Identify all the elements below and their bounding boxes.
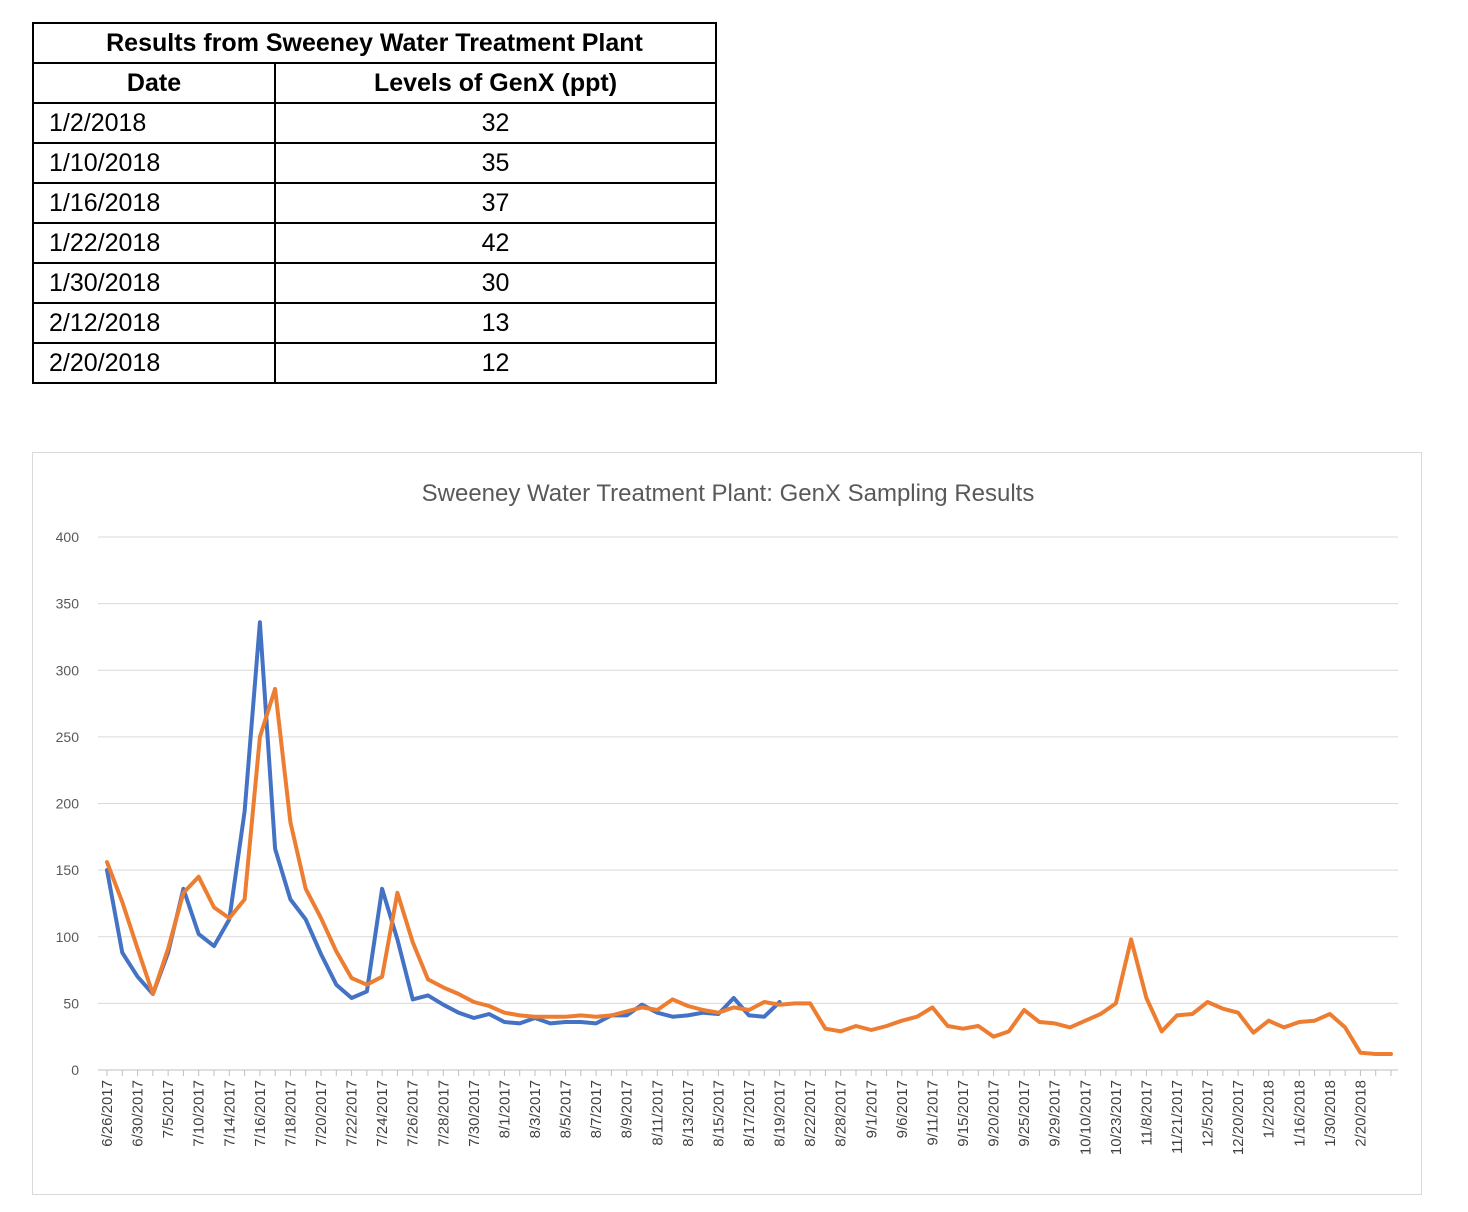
x-tick-label: 9/25/2017 xyxy=(1016,1080,1033,1147)
x-tick-label: 7/18/2017 xyxy=(282,1080,299,1147)
x-tick-label: 9/1/2017 xyxy=(863,1080,880,1138)
x-tick-label: 7/20/2017 xyxy=(313,1080,330,1147)
x-tick-label: 7/5/2017 xyxy=(160,1080,177,1138)
table-title-row: Results from Sweeney Water Treatment Pla… xyxy=(32,22,717,64)
x-tick-label: 8/22/2017 xyxy=(802,1080,819,1147)
x-tick-label: 1/2/2018 xyxy=(1261,1080,1278,1138)
y-tick-label: 350 xyxy=(56,596,80,612)
x-tick-label: 9/15/2017 xyxy=(955,1080,972,1147)
table-cell-level: 37 xyxy=(274,182,717,224)
x-tick-label: 7/30/2017 xyxy=(466,1080,483,1147)
table-row: 1/2/2018 32 xyxy=(32,102,717,144)
gridlines xyxy=(98,536,1398,1071)
column-header-date: Date xyxy=(32,62,276,104)
table-row: 2/12/2018 13 xyxy=(32,302,717,344)
x-tick-label: 2/20/2018 xyxy=(1352,1080,1369,1147)
table-row: 1/16/2018 37 xyxy=(32,182,717,224)
table-cell-level: 13 xyxy=(274,302,717,344)
x-tick-label: 7/16/2017 xyxy=(252,1080,269,1147)
chart-container: Sweeney Water Treatment Plant: GenX Samp… xyxy=(32,452,1422,1195)
x-tick-label: 10/10/2017 xyxy=(1077,1080,1094,1155)
table-cell-level: 30 xyxy=(274,262,717,304)
x-tick-label: 6/26/2017 xyxy=(99,1080,116,1147)
y-tick-label: 300 xyxy=(56,662,80,678)
table-cell-date: 1/16/2018 xyxy=(32,182,276,224)
x-tick-label: 12/5/2017 xyxy=(1200,1080,1217,1147)
y-tick-label: 250 xyxy=(56,729,80,745)
x-tick-label: 11/8/2017 xyxy=(1138,1080,1155,1146)
x-tick-label: 7/10/2017 xyxy=(191,1080,208,1147)
x-tick-label: 6/30/2017 xyxy=(130,1080,147,1147)
x-tick-label: 7/24/2017 xyxy=(374,1080,391,1147)
x-tick-label: 8/11/2017 xyxy=(649,1080,666,1146)
chart-title: Sweeney Water Treatment Plant: GenX Samp… xyxy=(422,480,1035,507)
y-tick-label: 50 xyxy=(63,995,79,1011)
y-tick-label: 150 xyxy=(56,862,80,878)
table-row: 1/30/2018 30 xyxy=(32,262,717,304)
x-tick-label: 7/28/2017 xyxy=(435,1080,452,1147)
x-tick-label: 9/20/2017 xyxy=(986,1080,1003,1147)
table-cell-date: 2/12/2018 xyxy=(32,302,276,344)
x-tick-label: 7/22/2017 xyxy=(344,1080,361,1147)
x-tick-label: 1/16/2018 xyxy=(1291,1080,1308,1147)
axes: 0 50 100 150 200 250 300 350 400 6/26/2017 6/30/20… xyxy=(56,529,1392,1155)
table-cell-date: 1/22/2018 xyxy=(32,222,276,264)
x-tick-label: 9/6/2017 xyxy=(894,1080,911,1138)
table-cell-level: 42 xyxy=(274,222,717,264)
x-tick-label: 8/5/2017 xyxy=(558,1080,575,1138)
table-header-row: Date Levels of GenX (ppt) xyxy=(32,62,717,104)
x-tick-label: 8/3/2017 xyxy=(527,1080,544,1138)
x-tick-label: 8/15/2017 xyxy=(710,1080,727,1147)
column-header-level: Levels of GenX (ppt) xyxy=(274,62,717,104)
y-tick-label: 400 xyxy=(56,529,80,545)
x-tick-label: 9/29/2017 xyxy=(1047,1080,1064,1147)
x-tick-label: 8/9/2017 xyxy=(619,1080,636,1138)
x-tick-label: 11/21/2017 xyxy=(1169,1080,1186,1154)
table-cell-date: 1/2/2018 xyxy=(32,102,276,144)
table-title: Results from Sweeney Water Treatment Pla… xyxy=(32,22,717,64)
table-cell-date: 1/10/2018 xyxy=(32,142,276,184)
table-cell-level: 32 xyxy=(274,102,717,144)
x-tick-label: 10/23/2017 xyxy=(1108,1080,1125,1155)
series-line-a xyxy=(105,620,782,1026)
table-row: 1/22/2018 42 xyxy=(32,222,717,264)
table-row: 1/10/2018 35 xyxy=(32,142,717,184)
x-tick-label: 8/28/2017 xyxy=(833,1080,850,1147)
y-tick-label: 100 xyxy=(56,929,80,945)
genx-results-table: Results from Sweeney Water Treatment Pla… xyxy=(32,22,717,384)
x-tick-label: 12/20/2017 xyxy=(1230,1080,1247,1155)
series-lines xyxy=(105,620,1393,1056)
line-chart: Sweeney Water Treatment Plant: GenX Samp… xyxy=(56,480,1398,1155)
x-tick-label: 8/7/2017 xyxy=(588,1080,605,1138)
x-tick-label: 7/14/2017 xyxy=(221,1080,238,1147)
table-cell-level: 35 xyxy=(274,142,717,184)
table-cell-date: 2/20/2018 xyxy=(32,342,276,384)
table-row: 2/20/2018 12 xyxy=(32,342,717,384)
x-tick-label: 7/26/2017 xyxy=(405,1080,422,1147)
x-tick-label: 8/1/2017 xyxy=(496,1080,513,1138)
table-cell-date: 1/30/2018 xyxy=(32,262,276,304)
x-tick-label: 8/17/2017 xyxy=(741,1080,758,1147)
x-tick-label: 8/19/2017 xyxy=(772,1080,789,1147)
x-tick-label: 8/13/2017 xyxy=(680,1080,697,1147)
series-line-b xyxy=(105,686,1393,1056)
y-tick-label: 0 xyxy=(71,1062,79,1078)
x-tick-label: 1/30/2018 xyxy=(1322,1080,1339,1147)
y-tick-label: 200 xyxy=(56,796,80,812)
table-cell-level: 12 xyxy=(274,342,717,384)
x-tick-label: 9/11/2017 xyxy=(924,1080,941,1146)
